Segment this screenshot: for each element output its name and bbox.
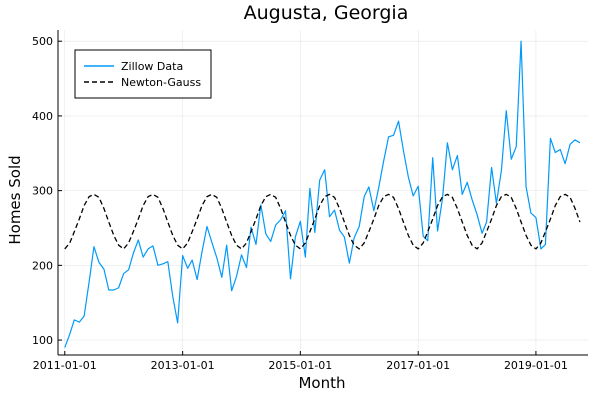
chart-title: Augusta, Georgia bbox=[244, 2, 409, 24]
tick-labels: 2011-01-01 2013-01-01 2015-01-01 2017-01-01… bbox=[32, 35, 568, 372]
legend-label-newton-gauss: Newton-Gauss bbox=[121, 76, 201, 89]
series-line-newton-gauss bbox=[64, 193, 581, 250]
x-tick-label-2017-01-01: 2017-01-01 bbox=[386, 359, 450, 372]
y-tick-label-100: 100 bbox=[32, 334, 53, 347]
x-tick-label-2015-01-01: 2015-01-01 bbox=[268, 359, 332, 372]
x-tick-label-2011-01-01: 2011-01-01 bbox=[33, 359, 97, 372]
x-axis-title: Month bbox=[298, 374, 345, 392]
axes bbox=[57, 30, 588, 356]
legend: Zillow Data Newton-Gauss bbox=[74, 49, 212, 99]
y-tick-label-400: 400 bbox=[32, 110, 53, 123]
legend-frame bbox=[74, 49, 212, 99]
series-line-zillow-data bbox=[64, 40, 581, 348]
y-tick-label-200: 200 bbox=[32, 259, 53, 272]
x-tick-label-2019-01-01: 2019-01-01 bbox=[504, 359, 568, 372]
y-axis-title: Homes Sold bbox=[6, 155, 24, 244]
series bbox=[64, 40, 581, 348]
y-tick-label-300: 300 bbox=[32, 185, 53, 198]
x-tick-label-2013-01-01: 2013-01-01 bbox=[151, 359, 215, 372]
grid bbox=[58, 30, 588, 355]
y-tick-label-500: 500 bbox=[32, 35, 53, 48]
legend-label-zillow-data: Zillow Data bbox=[121, 60, 183, 73]
